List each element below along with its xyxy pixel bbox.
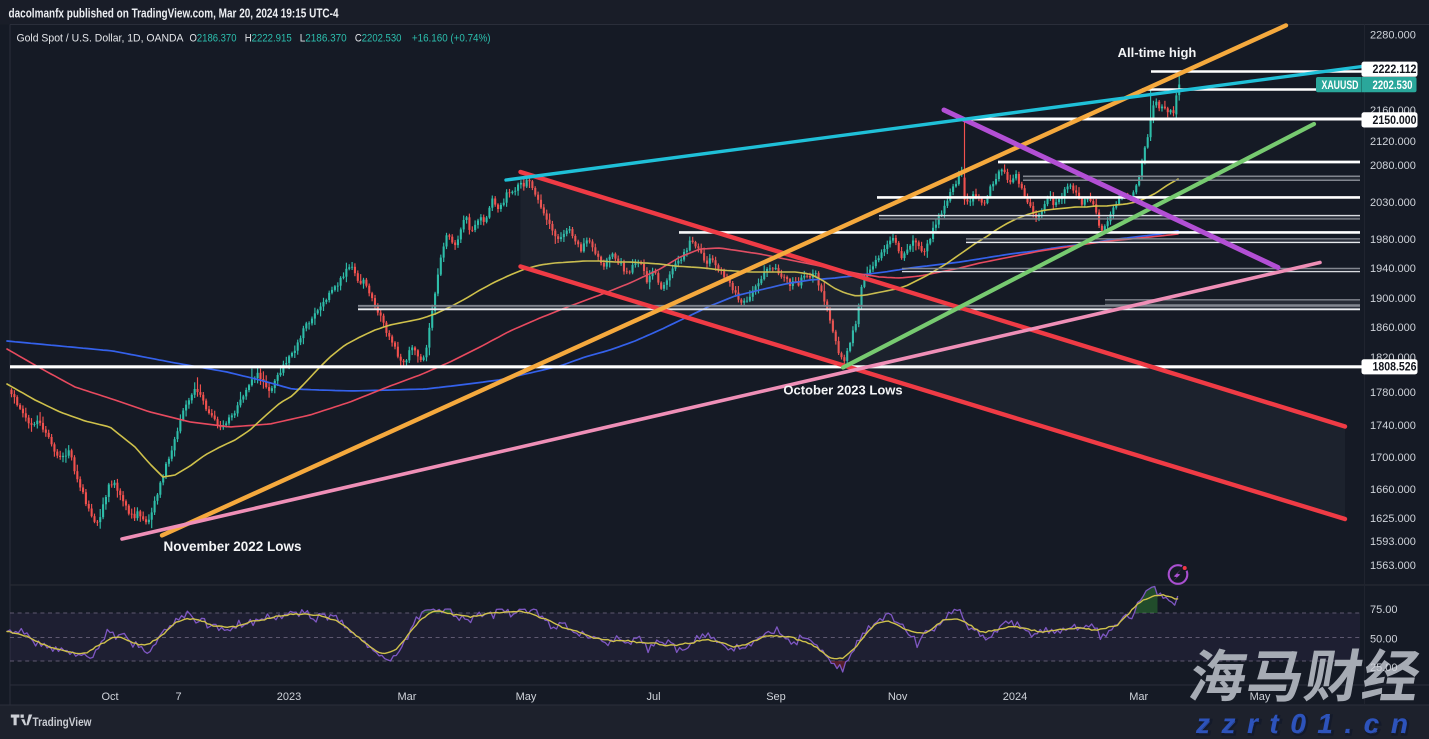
svg-text:H2222.915: H2222.915: [245, 32, 292, 44]
svg-text:XAUUSD: XAUUSD: [1322, 80, 1359, 92]
svg-text:2222.112: 2222.112: [1373, 64, 1417, 76]
svg-text:dacolmanfx published on Tradin: dacolmanfx published on TradingView.com,…: [9, 7, 339, 21]
svg-text:25.00: 25.00: [1370, 662, 1398, 674]
svg-text:C2202.530: C2202.530: [355, 32, 402, 44]
svg-text:2202.530: 2202.530: [1373, 80, 1413, 92]
svg-text:zzrt01.cn: zzrt01.cn: [1197, 710, 1421, 739]
svg-text:Jul: Jul: [646, 691, 660, 703]
svg-text:1700.000: 1700.000: [1370, 452, 1416, 464]
svg-text:2150.000: 2150.000: [1373, 115, 1417, 127]
svg-text:All-time high: All-time high: [1118, 45, 1197, 60]
svg-text:1980.000: 1980.000: [1370, 234, 1416, 246]
svg-text:1780.000: 1780.000: [1370, 387, 1416, 399]
svg-text:May: May: [516, 691, 537, 703]
svg-text:1808.526: 1808.526: [1373, 362, 1417, 374]
svg-text:October 2023 Lows: October 2023 Lows: [783, 383, 902, 398]
svg-text:Gold Spot / U.S. Dollar, 1D, O: Gold Spot / U.S. Dollar, 1D, OANDA: [17, 32, 185, 44]
svg-text:2280.000: 2280.000: [1370, 29, 1416, 41]
svg-text:2080.000: 2080.000: [1370, 160, 1416, 172]
svg-text:50.00: 50.00: [1370, 633, 1398, 645]
svg-text:TradingView: TradingView: [33, 717, 92, 729]
svg-text:Oct: Oct: [101, 691, 118, 703]
svg-text:zzrt01.cn: zzrt01.cn: [1195, 708, 1419, 739]
svg-text:O2186.370: O2186.370: [190, 32, 237, 44]
svg-text:Sep: Sep: [766, 691, 786, 703]
svg-text:1625.000: 1625.000: [1370, 513, 1416, 525]
svg-text:1660.000: 1660.000: [1370, 484, 1416, 496]
svg-text:7: 7: [176, 691, 182, 703]
svg-text:75.00: 75.00: [1370, 604, 1398, 616]
svg-text:1740.000: 1740.000: [1370, 420, 1416, 432]
svg-text:L2186.370: L2186.370: [300, 32, 347, 44]
svg-text:1900.000: 1900.000: [1370, 293, 1416, 305]
svg-text:November 2022 Lows: November 2022 Lows: [163, 539, 301, 554]
svg-text:1563.000: 1563.000: [1370, 560, 1416, 572]
svg-text:2024: 2024: [1003, 691, 1027, 703]
svg-text:Mar: Mar: [398, 691, 417, 703]
svg-text:1860.000: 1860.000: [1370, 322, 1416, 334]
svg-text:1940.000: 1940.000: [1370, 263, 1416, 275]
svg-text:2030.000: 2030.000: [1370, 197, 1416, 209]
svg-text:2023: 2023: [277, 691, 301, 703]
svg-text:1593.000: 1593.000: [1370, 536, 1416, 548]
svg-text:+16.160 (+0.74%): +16.160 (+0.74%): [412, 32, 491, 44]
svg-text:2120.000: 2120.000: [1370, 136, 1416, 148]
svg-text:May: May: [1250, 691, 1271, 703]
svg-text:Mar: Mar: [1129, 691, 1148, 703]
svg-text:Nov: Nov: [888, 691, 908, 703]
